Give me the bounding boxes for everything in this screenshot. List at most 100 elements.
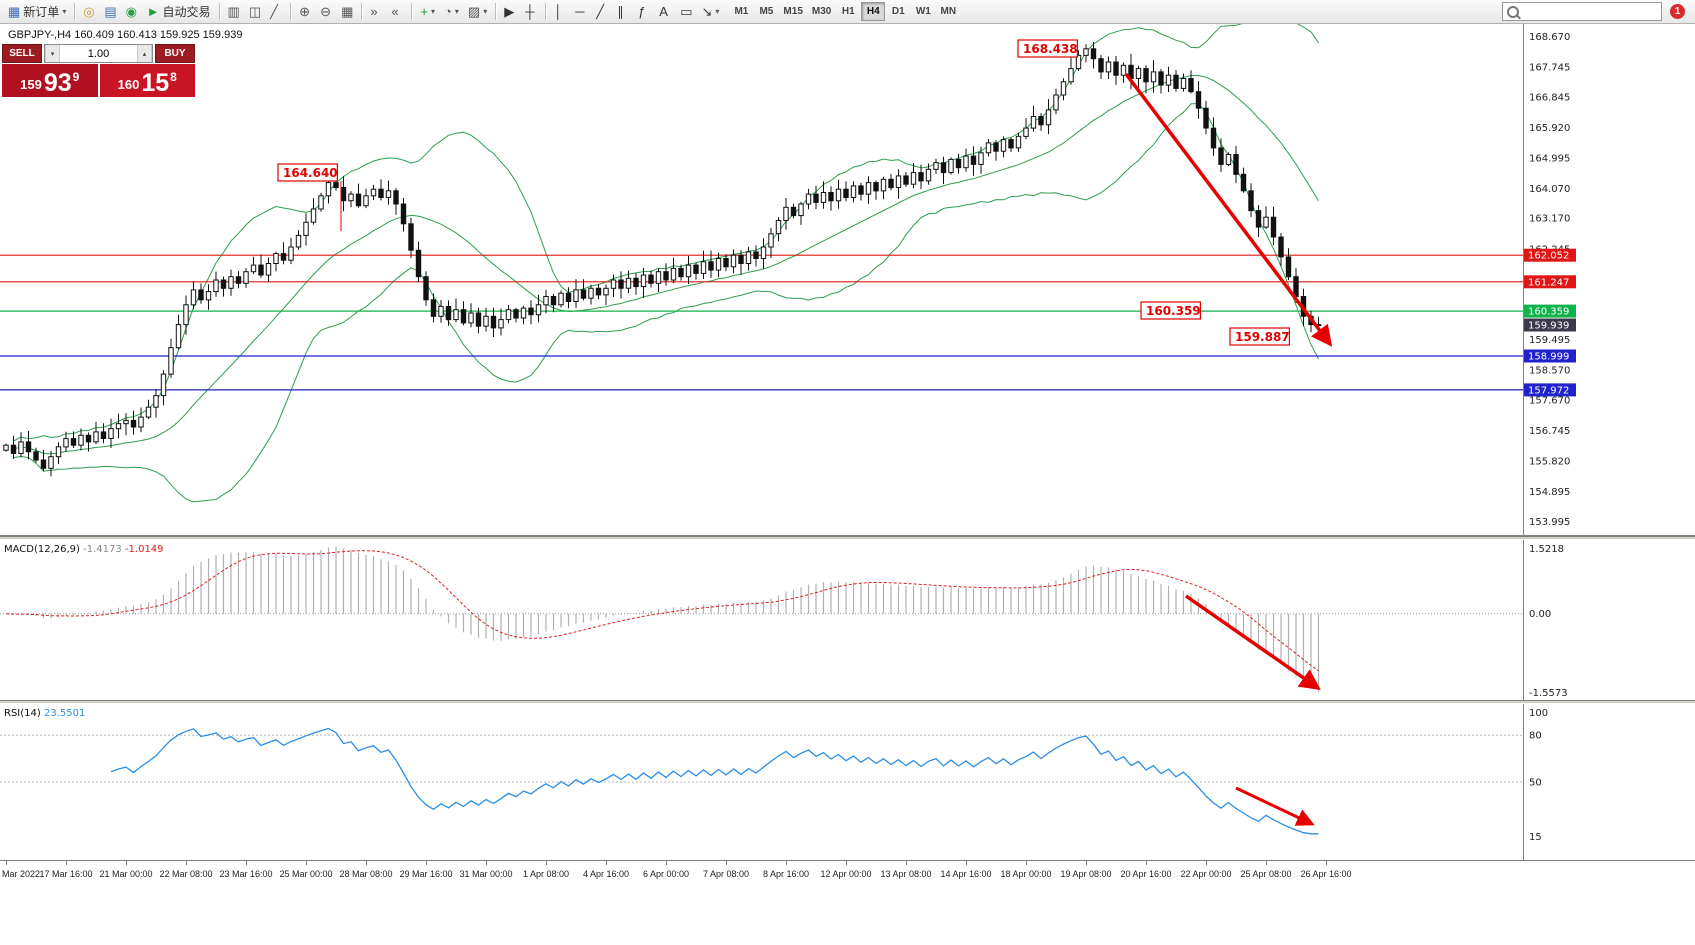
timeframe-m1-button[interactable]: M1 xyxy=(729,2,753,21)
market-watch-icon-button[interactable]: ▤ xyxy=(100,2,120,22)
text-icon: A xyxy=(659,4,668,19)
toolbar-separator xyxy=(361,3,363,20)
fibonacci-button[interactable]: ƒ xyxy=(634,2,654,22)
time-axis-label: 20 Apr 16:00 xyxy=(1120,869,1172,879)
time-tick xyxy=(306,861,307,865)
sell-button[interactable]: SELL xyxy=(2,44,42,63)
zoom-out-icon: ⊖ xyxy=(320,4,332,19)
symbol-ohlc-header: GBPJPY-,H4 160.409 160.413 159.925 159.9… xyxy=(8,29,243,41)
volume-input[interactable] xyxy=(60,45,137,62)
community-icon-button[interactable]: ◉ xyxy=(122,2,142,22)
timeframe-m5-button[interactable]: M5 xyxy=(754,2,778,21)
trade-panel-prices: 159 93 9 160 15 8 xyxy=(2,64,195,97)
new-order-button[interactable]: ▦ 新订单 ▾ xyxy=(4,2,70,22)
timeframe-d1-button[interactable]: D1 xyxy=(886,2,910,21)
buy-price-display[interactable]: 160 15 8 xyxy=(99,64,195,97)
price-level-tag xyxy=(1524,275,1576,289)
time-axis[interactable]: Mar 2022 17 Mar 16:00 21 Mar 00:00 22 Mar 0… xyxy=(0,860,1695,887)
periods-icon: ◔ xyxy=(444,4,452,19)
autotrading-button[interactable]: ► 自动交易 xyxy=(143,2,215,22)
price-level-tag xyxy=(1524,383,1576,397)
price-level-tag xyxy=(1524,304,1576,318)
time-tick xyxy=(426,861,427,865)
notification-badge[interactable]: 1 xyxy=(1670,4,1685,19)
candlestick-chart-icon-icon: ◫ xyxy=(248,4,262,19)
trend-arrow[interactable] xyxy=(1124,72,1333,347)
search-box[interactable] xyxy=(1502,2,1669,21)
rsi-indicator-pane[interactable]: RSI(14) 23.5501 100 80 50 15 xyxy=(0,704,1695,860)
toolbar-separator xyxy=(495,3,497,20)
buy-button[interactable]: BUY xyxy=(155,44,195,63)
cursor-button[interactable]: ▶ xyxy=(500,2,520,22)
autotrading-button-label: 自动交易 xyxy=(162,5,211,19)
trendline-button[interactable]: ╱ xyxy=(592,2,612,22)
time-axis-label: 28 Mar 08:00 xyxy=(339,869,393,879)
buy-price-pip: 8 xyxy=(170,70,177,84)
timeframe-mn-button[interactable]: MN xyxy=(936,2,960,21)
price-level-tag xyxy=(1524,248,1576,262)
text-button[interactable]: A xyxy=(655,2,675,22)
price-axis[interactable]: 168.670 167.745 166.845 165.920 164.995 164.0… xyxy=(1523,24,1577,536)
pane-separator[interactable] xyxy=(0,536,1695,540)
svg-text:166.845: 166.845 xyxy=(1529,92,1570,103)
crosshair-button[interactable]: ┼ xyxy=(521,2,541,22)
annotation-labels[interactable]: 168.438 164.640 160.359 159.887 xyxy=(277,39,1291,346)
compass-icon-button[interactable]: ◎ xyxy=(79,2,99,22)
toolbar-separator xyxy=(290,3,292,20)
time-tick xyxy=(1326,861,1327,865)
channel-button[interactable]: ∥ xyxy=(613,2,633,22)
time-tick xyxy=(186,861,187,865)
timeframe-h4-button[interactable]: H4 xyxy=(861,2,886,21)
new-order-icon: ▦ xyxy=(8,4,21,19)
svg-text:50: 50 xyxy=(1529,778,1542,789)
line-chart-icon-button[interactable]: ╱ xyxy=(266,2,286,22)
time-axis-label: 4 Apr 16:00 xyxy=(582,869,630,879)
timeframe-m30-button[interactable]: M30 xyxy=(808,2,835,21)
time-tick xyxy=(1206,861,1207,865)
timeframe-h1-button[interactable]: H1 xyxy=(836,2,860,21)
timeframe-m15-button[interactable]: M15 xyxy=(779,2,806,21)
sell-price-pip: 9 xyxy=(72,70,80,84)
periods-button[interactable]: ◔ ▾ xyxy=(440,2,463,22)
templates-button[interactable]: ▨ ▾ xyxy=(464,2,491,22)
indicators-button[interactable]: + ▾ xyxy=(416,2,439,22)
chart-shift-button[interactable]: « xyxy=(387,2,407,22)
svg-text:0.00: 0.00 xyxy=(1529,609,1551,620)
time-axis-label: 19 Apr 08:00 xyxy=(1060,869,1112,879)
time-axis-label: 25 Apr 08:00 xyxy=(1240,869,1292,879)
horizontal-line-button[interactable]: ─ xyxy=(571,2,591,22)
sell-price-display[interactable]: 159 93 9 xyxy=(2,64,98,97)
time-axis-label: 21 Mar 00:00 xyxy=(99,869,153,879)
macd-trend-arrow[interactable] xyxy=(1184,594,1321,691)
auto-scroll-icon: » xyxy=(370,4,378,19)
sell-price-main: 93 xyxy=(43,68,72,97)
rsi-trend-arrow[interactable] xyxy=(1235,786,1315,826)
svg-text:167.745: 167.745 xyxy=(1529,63,1570,74)
volume-increase-button[interactable]: ▴ xyxy=(137,45,152,62)
search-input[interactable] xyxy=(1523,4,1669,19)
toolbar-separator xyxy=(545,3,547,20)
new-order-button-label: 新订单 xyxy=(23,5,60,19)
main-price-chart[interactable]: 168.670 167.745 166.845 165.920 164.995 164.0… xyxy=(0,24,1695,536)
macd-indicator-pane[interactable]: MACD(12,26,9) -1.4173 -1.0149 1.5218 0.00 -… xyxy=(0,540,1695,700)
current-price-tag xyxy=(1524,318,1576,332)
vertical-line-button[interactable]: │ xyxy=(550,2,570,22)
timeframe-w1-button[interactable]: W1 xyxy=(911,2,935,21)
bar-chart-icon-button[interactable]: ▥ xyxy=(224,2,244,22)
label-button[interactable]: ▭ xyxy=(676,2,696,22)
macd-histogram xyxy=(12,546,1320,693)
price-level-lines[interactable] xyxy=(0,254,1523,391)
time-axis-label: 8 Apr 16:00 xyxy=(762,869,810,879)
time-tick xyxy=(366,861,367,865)
zoom-in-button[interactable]: ⊕ xyxy=(295,2,315,22)
auto-scroll-button[interactable]: » xyxy=(366,2,386,22)
svg-text:165.920: 165.920 xyxy=(1529,123,1570,134)
candlestick-chart-icon-button[interactable]: ◫ xyxy=(245,2,265,22)
svg-text:155.820: 155.820 xyxy=(1529,457,1570,468)
pane-separator[interactable] xyxy=(0,700,1695,704)
volume-decrease-button[interactable]: ▾ xyxy=(45,45,60,62)
toolbar-separator xyxy=(411,3,413,20)
zoom-out-button[interactable]: ⊖ xyxy=(316,2,336,22)
tile-windows-button[interactable]: ▦ xyxy=(337,2,357,22)
arrows-button[interactable]: ↘ ▾ xyxy=(698,2,724,22)
